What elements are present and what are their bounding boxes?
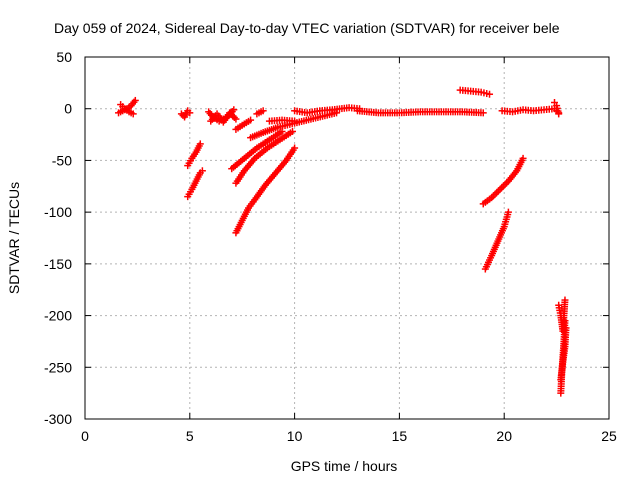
data-point — [230, 106, 238, 114]
data-point-fill — [227, 110, 235, 118]
y-tick-label: -250 — [44, 359, 72, 375]
data-point — [226, 109, 234, 117]
data-point — [198, 167, 206, 175]
x-tick-label: 0 — [81, 428, 89, 444]
data-point — [519, 154, 527, 162]
data-points — [115, 86, 570, 397]
x-tick-label: 20 — [496, 428, 512, 444]
data-point — [186, 109, 194, 117]
x-axis-label: GPS time / hours — [291, 458, 398, 474]
y-tick-label: -300 — [44, 411, 72, 427]
grid — [85, 57, 609, 419]
y-axis-label: SDTVAR / TECUs — [6, 182, 22, 294]
tick-labels: 0 5 10 15 20 25 -300 -250 -200 -150 -100 -50 0 50 — [44, 49, 617, 444]
y-tick-label: -100 — [44, 204, 72, 220]
data-point — [177, 110, 185, 118]
x-tick-label: 25 — [601, 428, 617, 444]
y-tick-label: 50 — [56, 49, 72, 65]
data-point — [232, 115, 240, 123]
y-tick-label: -200 — [44, 308, 72, 324]
y-tick-label: -150 — [44, 256, 72, 272]
data-point — [561, 296, 569, 304]
data-point — [291, 144, 299, 152]
x-tick-label: 5 — [186, 428, 194, 444]
data-point — [479, 109, 487, 117]
data-point — [289, 127, 297, 135]
x-tick-label: 15 — [392, 428, 408, 444]
plot-frame — [84, 56, 610, 420]
data-point — [562, 324, 570, 332]
data-point — [504, 208, 512, 216]
data-point — [561, 317, 569, 325]
data-point — [131, 96, 139, 104]
chart-title: Day 059 of 2024, Sidereal Day-to-day VTE… — [54, 20, 560, 36]
data-point-fill — [229, 112, 237, 120]
y-tick-label: -50 — [52, 152, 72, 168]
x-tick-label: 10 — [287, 428, 303, 444]
y-tick-label: 0 — [64, 101, 72, 117]
data-point — [291, 117, 299, 125]
data-point — [259, 107, 267, 115]
data-point — [196, 140, 204, 148]
data-point — [129, 110, 137, 118]
data-point — [486, 90, 494, 98]
data-point — [555, 110, 563, 118]
data-point — [247, 116, 255, 124]
data-point-fill — [230, 114, 238, 122]
